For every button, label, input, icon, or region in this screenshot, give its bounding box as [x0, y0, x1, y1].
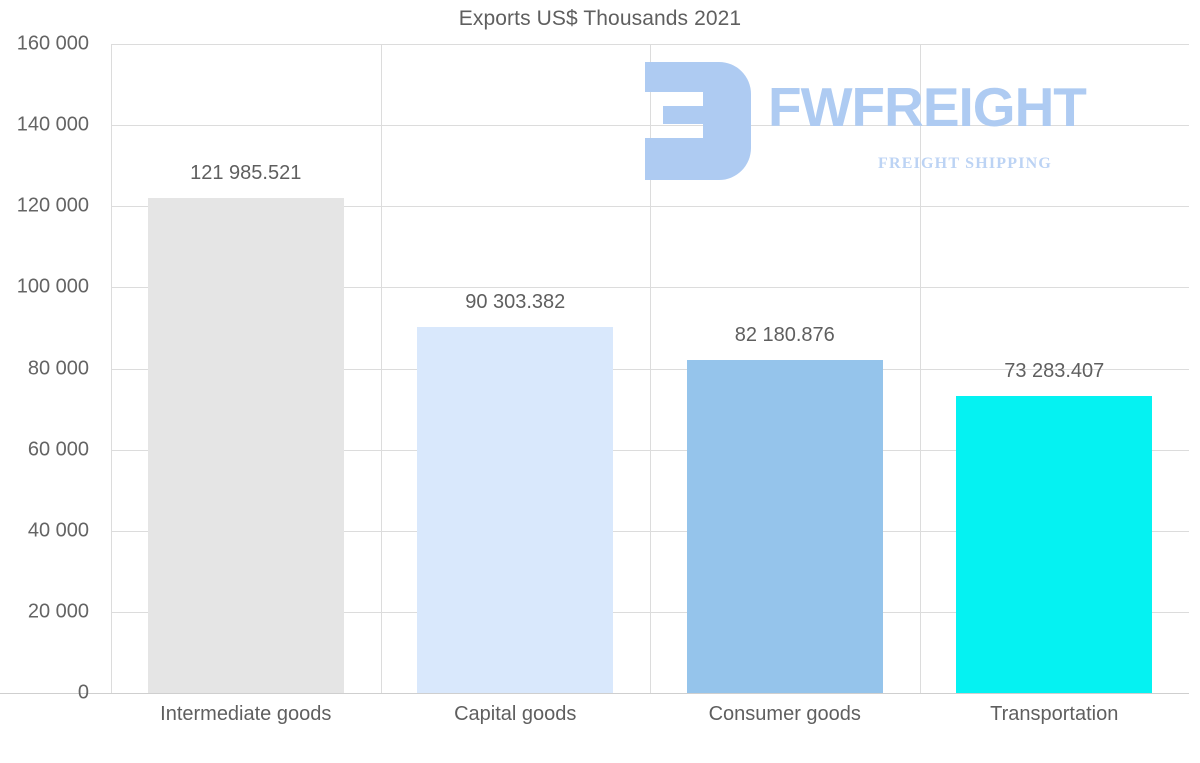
x-axis-tick-label: Capital goods [454, 703, 577, 725]
x-axis-tick-label: Consumer goods [708, 703, 861, 725]
bar[interactable] [956, 395, 1153, 693]
bar-value-label: 121 985.521 [190, 162, 302, 185]
gridline-vertical [380, 44, 382, 693]
chart-title: Exports US$ Thousands 2021 [458, 7, 742, 30]
bar-value-label: 90 303.382 [465, 290, 566, 313]
bar[interactable] [147, 198, 344, 693]
x-axis-line [0, 693, 1189, 694]
plot-area [0, 44, 1189, 694]
x-axis-tick-label: Transportation [990, 703, 1119, 725]
y-axis-tick-label: 100 000 [16, 275, 89, 298]
y-axis-tick-label: 120 000 [16, 194, 89, 217]
bar-value-label: 82 180.876 [734, 323, 835, 346]
y-axis-tick-label: 20 000 [27, 600, 89, 623]
y-axis-tick-label: 0 [77, 681, 89, 704]
y-axis-tick-label: 140 000 [16, 113, 89, 136]
y-axis-tick-label: 160 000 [16, 32, 89, 55]
y-axis-tick-label: 80 000 [27, 357, 89, 379]
gridline-vertical [111, 44, 112, 693]
x-axis-tick-label: Intermediate goods [160, 703, 332, 725]
bar[interactable] [417, 326, 614, 693]
bar[interactable] [686, 359, 883, 693]
gridline-vertical [650, 44, 651, 693]
y-axis-tick-label: 40 000 [27, 519, 89, 542]
y-axis-tick-label: 60 000 [27, 438, 89, 461]
bar-value-label: 73 283.407 [1004, 359, 1105, 382]
gridline-vertical [919, 44, 921, 693]
